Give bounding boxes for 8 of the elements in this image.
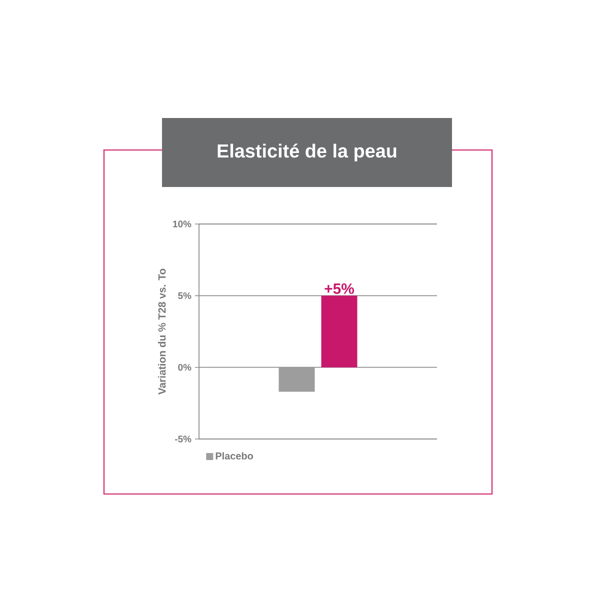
y-tick-label: 5% [178,292,192,300]
y-tick-label: 0% [178,364,192,371]
data-label: +5% [324,283,354,294]
y-tick-label: -5% [175,436,192,442]
chart-title: Elasticité de la peau [218,144,396,162]
legend-label: Placebo [216,452,254,460]
y-tick-label: 10% [173,220,192,228]
y-axis-title: Variation du % T28 vs. To [158,268,166,395]
